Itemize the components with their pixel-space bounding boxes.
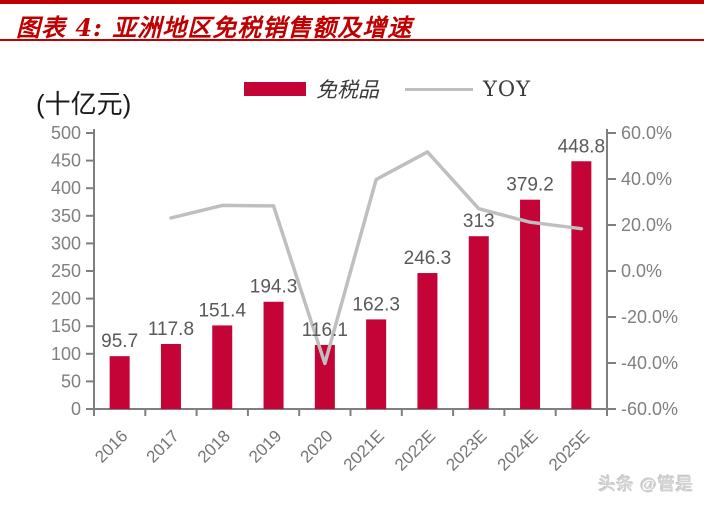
bar-2017 [160, 343, 181, 409]
y-axis-unit-label: (十亿元) [36, 89, 132, 119]
line-swatch-icon [405, 87, 473, 91]
bar-2021E [366, 319, 387, 409]
x-axis-category-label: 2021E [340, 426, 388, 474]
right-axis-tick-label: 40.0% [621, 169, 672, 189]
top-red-rule [0, 0, 704, 4]
x-axis-category-label: 2022E [391, 426, 439, 474]
bar-2019 [263, 301, 284, 409]
bar-value-label: 151.4 [198, 300, 246, 321]
left-axis-tick-label: 300 [51, 233, 81, 253]
bar-2024E [520, 199, 541, 409]
bar-value-label: 379.2 [506, 175, 554, 196]
right-axis-tick-label: -60.0% [621, 399, 678, 419]
left-axis-tick-label: 0 [71, 399, 81, 419]
right-axis-tick-label: -40.0% [621, 353, 678, 373]
bar-value-label: 313 [463, 211, 495, 232]
x-axis-category-label: 2019 [245, 426, 285, 466]
legend-item-bar: 免税品 [244, 74, 379, 104]
bar-2023E [468, 236, 489, 409]
bar-2016 [109, 356, 130, 409]
yoy-line [169, 150, 584, 366]
left-axis-tick-label: 450 [51, 151, 81, 171]
legend-item-line: YOY [405, 77, 531, 101]
x-axis-category-label: 2018 [194, 426, 234, 466]
legend-line-label: YOY [483, 77, 531, 101]
x-axis-category-label: 2025E [545, 426, 593, 474]
right-axis-tick-label: 20.0% [621, 215, 672, 235]
right-axis-tick-label: 0.0% [621, 261, 662, 281]
title-underline [0, 39, 704, 41]
left-axis-tick-label: 200 [51, 289, 81, 309]
right-axis-tick-label: -20.0% [621, 307, 678, 327]
chart-legend: 免税品 YOY [244, 74, 531, 104]
bar-value-label: 194.3 [250, 277, 298, 298]
x-axis-category-label: 2017 [143, 426, 183, 466]
x-axis-category-label: 2016 [91, 426, 131, 466]
x-axis-category-label: 2023E [442, 426, 490, 474]
bar-value-label: 448.8 [558, 136, 606, 157]
left-axis-tick-label: 400 [51, 178, 81, 198]
left-axis-tick-label: 350 [51, 206, 81, 226]
left-axis-tick-label: 50 [61, 371, 81, 391]
left-axis-tick-label: 500 [51, 123, 81, 143]
bar-2022E [417, 273, 438, 409]
left-axis-tick-label: 150 [51, 316, 81, 336]
figure-title: 图表 4: 亚洲地区免税销售额及增速 [16, 13, 413, 42]
x-axis-category-label: 2020 [296, 426, 336, 466]
legend-bar-label: 免税品 [316, 78, 379, 102]
bar-2020 [314, 344, 335, 409]
right-axis-tick-label: 60.0% [621, 123, 672, 143]
bar-value-label: 117.8 [148, 319, 194, 340]
left-axis-tick-label: 250 [51, 261, 81, 281]
bar-value-label: 162.3 [352, 294, 400, 315]
bar-2018 [212, 325, 233, 409]
bar-value-label: 95.7 [101, 331, 138, 352]
watermark: 头条 @管是 [598, 475, 694, 494]
left-axis-tick-label: 100 [51, 344, 81, 364]
bar-value-label: 246.3 [404, 248, 452, 269]
bar-swatch-icon [244, 82, 306, 96]
bar-2025E [571, 161, 592, 409]
x-axis-category-label: 2024E [494, 426, 542, 474]
bar-value-label: 116.1 [302, 320, 348, 341]
